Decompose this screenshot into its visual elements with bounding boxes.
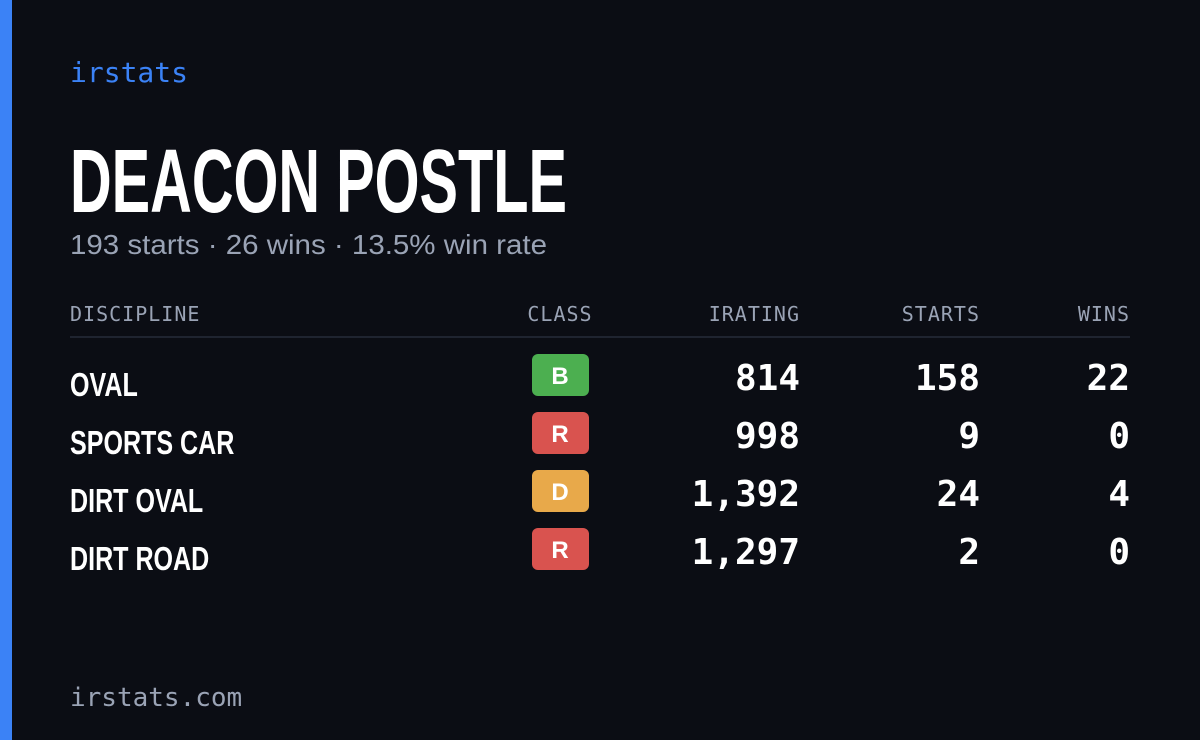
- wins-value: 4: [1108, 474, 1130, 515]
- discipline: SPORTS CAR: [70, 425, 234, 462]
- class-badge: [532, 354, 589, 396]
- discipline: OVAL: [70, 367, 138, 404]
- class-badge: [532, 528, 589, 570]
- column-header: CLASS: [527, 302, 592, 326]
- footer: irstats.com: [70, 683, 242, 713]
- class-letter: R: [551, 537, 568, 564]
- irating-value: 998: [735, 416, 800, 457]
- starts-value: 9: [958, 416, 980, 457]
- wins-value: 0: [1108, 532, 1130, 573]
- column-header: DISCIPLINE: [70, 302, 200, 326]
- class-letter: D: [551, 479, 568, 506]
- class-letter: B: [551, 363, 568, 390]
- class-badge: [532, 412, 589, 454]
- irating-value: 814: [735, 358, 800, 399]
- wins-value: 0: [1108, 416, 1130, 457]
- starts-value: 2: [958, 532, 980, 573]
- class-letter: R: [551, 421, 568, 448]
- irating-value: 1,297: [692, 532, 800, 573]
- starts-value: 158: [915, 358, 980, 399]
- column-header: STARTS: [902, 302, 980, 326]
- driver-summary: 193 starts · 26 wins · 13.5% win rate: [70, 229, 547, 260]
- column-header: IRATING: [709, 302, 800, 326]
- discipline: DIRT OVAL: [70, 483, 203, 520]
- wins-value: 22: [1087, 358, 1130, 399]
- column-header: WINS: [1078, 302, 1130, 326]
- driver-name: DEACON POSTLE: [70, 132, 567, 232]
- starts-value: 24: [937, 474, 980, 515]
- class-badge: [532, 470, 589, 512]
- accent-bar: [0, 0, 12, 740]
- brand: irstats: [70, 56, 188, 89]
- discipline: DIRT ROAD: [70, 541, 209, 578]
- irating-value: 1,392: [692, 474, 800, 515]
